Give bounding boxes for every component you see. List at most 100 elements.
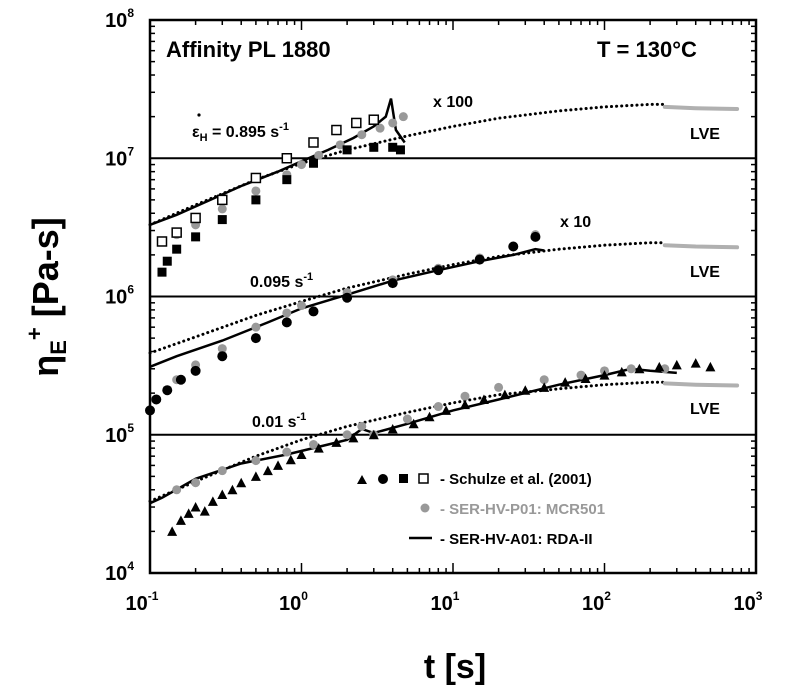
data-point-triangle — [690, 358, 701, 368]
data-point-gray-circle — [539, 375, 549, 385]
data-point-gray-circle — [191, 478, 201, 488]
series-line — [149, 247, 545, 368]
y-tick-label: 106 — [105, 283, 134, 309]
data-point-triangle — [227, 484, 238, 495]
lve-curve-lve-x-10 — [148, 241, 667, 355]
data-point-triangle — [262, 465, 273, 476]
legend-entry-mcr501: - SER-HV-P01: MCR501 — [420, 501, 605, 518]
data-point-triangle — [671, 359, 682, 370]
data-point-triangle — [217, 489, 228, 499]
data-point-circle — [474, 254, 485, 265]
data-point-square — [369, 142, 379, 152]
legend-marker-square — [399, 474, 408, 483]
data-point-gray-circle — [576, 370, 586, 380]
y-axis-sup: + — [22, 327, 47, 340]
legend-entry-rda2: - SER-HV-A01: RDA-II — [409, 531, 593, 548]
data-point-gray-circle — [251, 456, 261, 466]
data-point-gray-circle — [494, 382, 504, 392]
x-axis-title: t [s] — [424, 648, 486, 686]
data-point-square — [191, 232, 201, 242]
data-point-circle — [433, 265, 444, 276]
lve-curve-lve-x-100 — [148, 102, 667, 227]
data-point-triangle — [387, 424, 398, 434]
data-point-triangle — [408, 418, 419, 429]
epsilon-subscript: H — [200, 132, 208, 144]
legend-marker-open-square — [418, 473, 429, 484]
data-point-square — [172, 244, 182, 254]
data-point-gray-circle — [297, 160, 306, 170]
data-point-open-square — [190, 212, 201, 224]
data-point-gray-circle — [251, 186, 261, 196]
axis-ticks — [149, 20, 756, 574]
data-point-gray-circle — [402, 414, 412, 424]
y-axis-title: ηE+ [Pa-s] — [22, 217, 71, 377]
x-tick-label: 100 — [279, 589, 308, 615]
x-tick-label: 103 — [734, 589, 763, 615]
data-point-square — [251, 195, 261, 205]
data-point-circle — [217, 351, 228, 362]
data-point-square — [395, 145, 405, 155]
data-point-circle — [508, 241, 519, 252]
rate-low-sup: -1 — [296, 411, 306, 423]
data-point-triangle — [560, 377, 571, 387]
data-point-gray-circle — [398, 112, 408, 122]
series-schulze-filled-squares-0-895-s-1 — [157, 142, 405, 277]
series-line — [149, 98, 406, 226]
rate-high-sup: -1 — [279, 121, 289, 133]
x-tick-label: 101 — [431, 589, 460, 615]
y-axis-eta: η — [25, 355, 66, 377]
data-point-circle — [387, 278, 398, 289]
data-point-triangle — [190, 502, 201, 512]
data-point-circle — [190, 365, 201, 376]
data-point-triangle — [539, 382, 550, 392]
data-point-square — [282, 175, 292, 185]
data-point-gray-circle — [626, 364, 636, 374]
data-point-triangle — [599, 370, 610, 380]
data-point-circle — [250, 333, 261, 344]
data-point-square — [162, 256, 172, 266]
data-point-gray-circle — [217, 204, 227, 214]
data-point-triangle — [478, 394, 489, 404]
series-schulze-filled-circles-0-095-s-1 — [145, 231, 541, 416]
svg-text:ηE+ [Pa-s]: ηE+ [Pa-s] — [22, 217, 71, 377]
y-axis-sub: E — [46, 340, 71, 355]
lve-curve-lve — [148, 380, 667, 503]
legend-marker-triangle — [357, 475, 367, 484]
data-point-open-square — [308, 137, 319, 148]
data-point-circle — [145, 405, 155, 416]
data-point-open-square — [351, 117, 362, 129]
data-point-square — [217, 215, 227, 225]
data-point-triangle — [459, 399, 470, 410]
y-axis-units: [Pa-s] — [25, 217, 66, 327]
data-point-square — [308, 158, 318, 168]
temperature-label: T = 130°C — [597, 37, 697, 62]
legend-entry-schulze: - Schulze et al. (2001) — [357, 471, 592, 488]
data-point-gray-circle — [342, 430, 352, 440]
multiplier-10-label: x 10 — [560, 214, 591, 231]
y-tick-label: 104 — [105, 559, 134, 585]
x-tick-labels: 10-1 100 101 102 103 — [126, 589, 763, 615]
data-point-circle — [175, 374, 186, 385]
x-tick-label: 10-1 — [126, 589, 159, 615]
svg-text:εH = 0.895 s-1: εH = 0.895 s-1 — [192, 121, 289, 144]
data-point-triangle — [296, 449, 307, 459]
data-point-triangle — [331, 437, 342, 447]
rate-low-text: 0.01 s — [252, 414, 297, 431]
data-point-triangle — [368, 429, 379, 440]
x-tick-label: 102 — [582, 589, 611, 615]
data-point-square — [342, 145, 352, 155]
data-point-triangle — [313, 443, 324, 453]
series-schulze-triangles-0-01-s-1 — [167, 358, 716, 536]
y-tick-label: 108 — [105, 6, 134, 32]
data-point-triangle — [441, 405, 452, 415]
lve-curve-lve-gray — [662, 381, 740, 388]
data-point-gray-circle — [335, 140, 345, 150]
series-schulze-open-squares-0-895-s-1 — [156, 114, 380, 247]
epsilon-dot — [197, 113, 201, 117]
lve-label-top: LVE — [690, 126, 720, 143]
legend-label-schulze: - Schulze et al. (2001) — [440, 471, 592, 488]
data-point-circle — [342, 292, 353, 303]
multiplier-100-label: x 100 — [433, 94, 473, 111]
lve-label-bottom: LVE — [690, 401, 720, 418]
